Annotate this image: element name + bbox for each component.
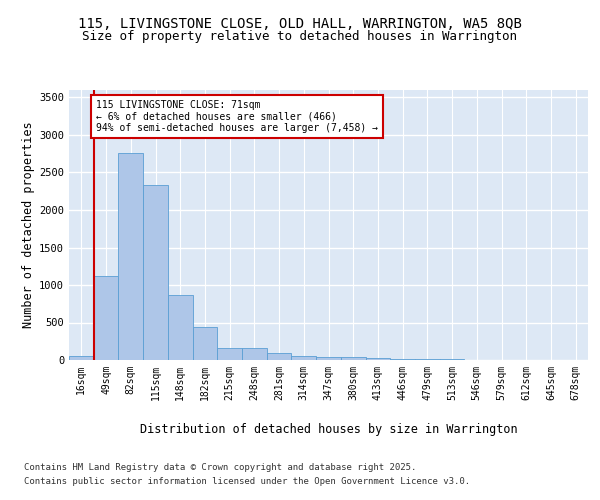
Bar <box>341 358 365 360</box>
Bar <box>143 185 168 360</box>
Bar <box>217 348 242 360</box>
Text: Size of property relative to detached houses in Warrington: Size of property relative to detached ho… <box>83 30 517 43</box>
Bar <box>292 356 316 360</box>
Bar <box>316 356 341 360</box>
Text: 115, LIVINGSTONE CLOSE, OLD HALL, WARRINGTON, WA5 8QB: 115, LIVINGSTONE CLOSE, OLD HALL, WARRIN… <box>78 18 522 32</box>
Text: Contains public sector information licensed under the Open Government Licence v3: Contains public sector information licen… <box>24 478 470 486</box>
Bar <box>168 294 193 360</box>
Bar <box>267 353 292 360</box>
Bar <box>242 348 267 360</box>
Bar <box>118 153 143 360</box>
Bar <box>365 358 390 360</box>
Text: Distribution of detached houses by size in Warrington: Distribution of detached houses by size … <box>140 422 518 436</box>
Text: 115 LIVINGSTONE CLOSE: 71sqm
← 6% of detached houses are smaller (466)
94% of se: 115 LIVINGSTONE CLOSE: 71sqm ← 6% of det… <box>96 100 378 133</box>
Bar <box>390 359 415 360</box>
Bar <box>415 359 440 360</box>
Y-axis label: Number of detached properties: Number of detached properties <box>22 122 35 328</box>
Bar <box>193 327 217 360</box>
Bar <box>94 276 118 360</box>
Bar <box>69 356 94 360</box>
Text: Contains HM Land Registry data © Crown copyright and database right 2025.: Contains HM Land Registry data © Crown c… <box>24 462 416 471</box>
